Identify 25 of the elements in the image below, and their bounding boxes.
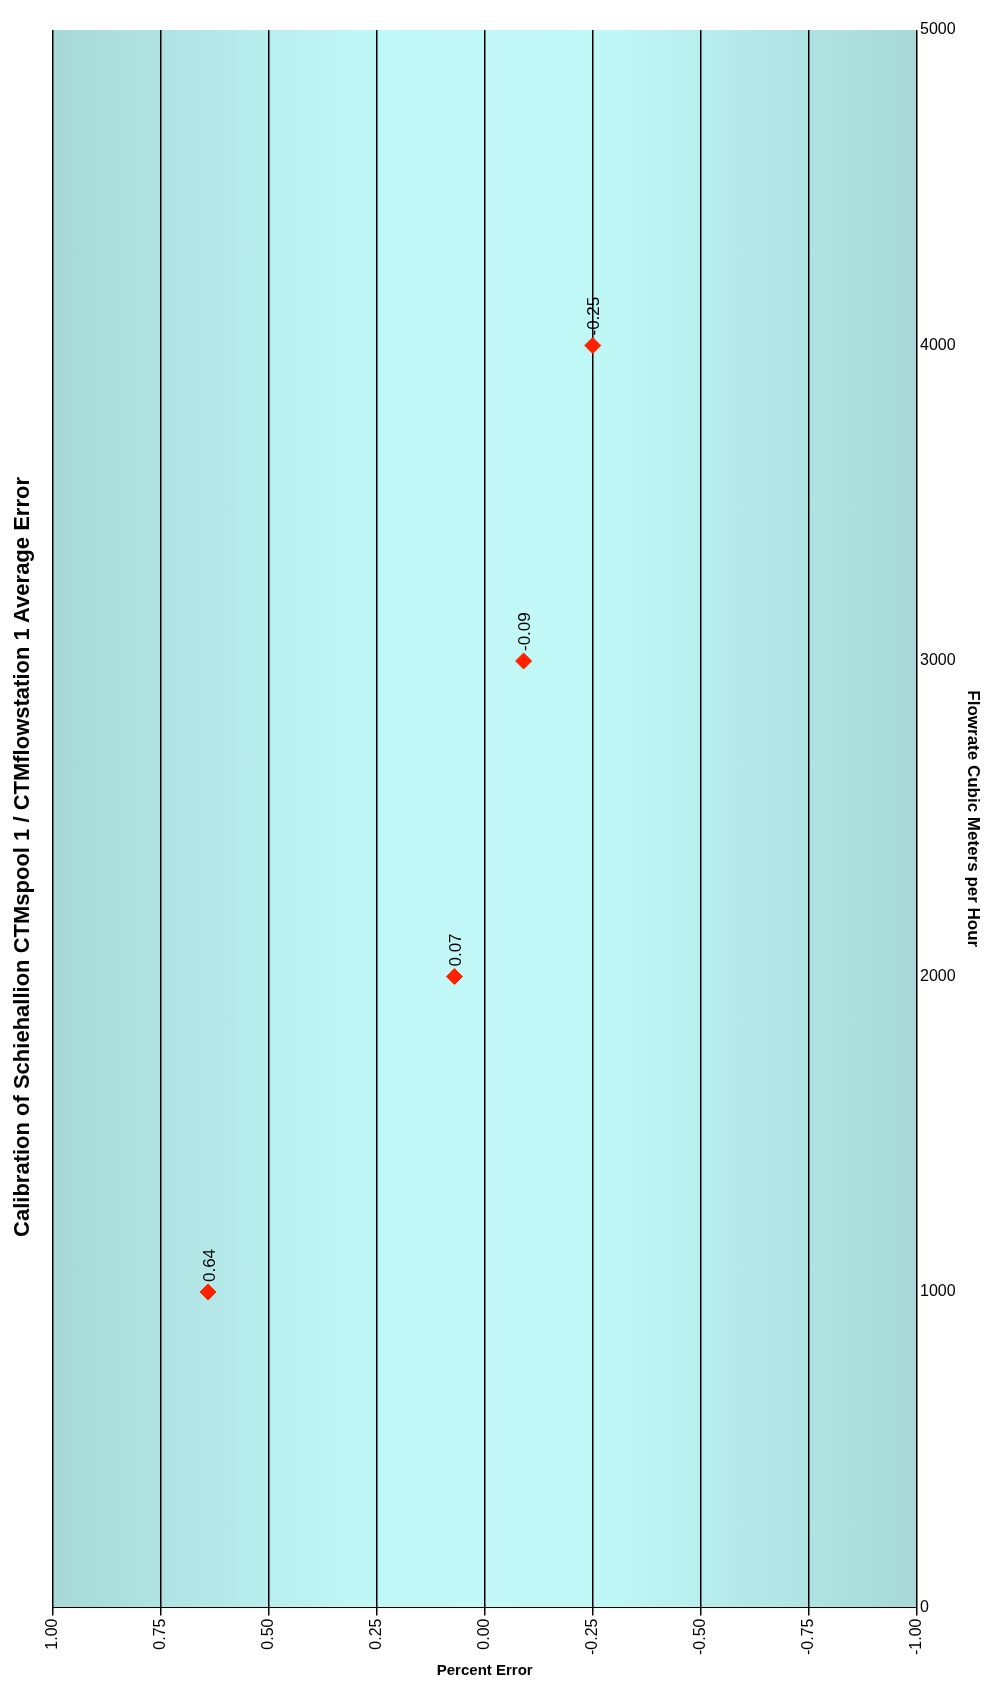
annotation: -0.09 bbox=[515, 612, 535, 652]
text: Calibration of Schiehallion CTMspool 1 / CTMflowstation 1 Average Error bbox=[9, 476, 35, 1237]
x-tick-label: 0.75 bbox=[150, 1618, 168, 1650]
y-tick-label: 3000 bbox=[920, 651, 956, 669]
point bbox=[445, 968, 463, 986]
x-tick-label: 0.50 bbox=[258, 1618, 276, 1650]
annotation: 0.07 bbox=[446, 933, 466, 967]
y-tick-label: 1000 bbox=[920, 1282, 956, 1300]
point bbox=[584, 337, 602, 355]
x-tick-label: -1.00 bbox=[907, 1618, 925, 1655]
y-tick-label: 2000 bbox=[920, 966, 956, 984]
x-tick-label: -0.50 bbox=[691, 1618, 709, 1655]
point bbox=[199, 1283, 217, 1301]
y-tick-label: 4000 bbox=[920, 335, 956, 353]
x-tick-label: 0.00 bbox=[475, 1618, 493, 1650]
x-tick-label: 0.25 bbox=[367, 1618, 385, 1650]
y-axis-title: Flowrate Cubic Meters per Hour bbox=[964, 690, 984, 948]
annotation: 0.64 bbox=[199, 1248, 219, 1283]
y-tick-label: 0 bbox=[920, 1597, 930, 1615]
x-tick-label: -0.75 bbox=[799, 1618, 817, 1655]
x-tick-label: -0.25 bbox=[583, 1618, 601, 1655]
x-axis-title: Percent Error bbox=[436, 1661, 533, 1679]
x-tick-label: 1.00 bbox=[42, 1618, 60, 1650]
point bbox=[515, 652, 533, 670]
y-tick-label: 5000 bbox=[920, 20, 956, 38]
